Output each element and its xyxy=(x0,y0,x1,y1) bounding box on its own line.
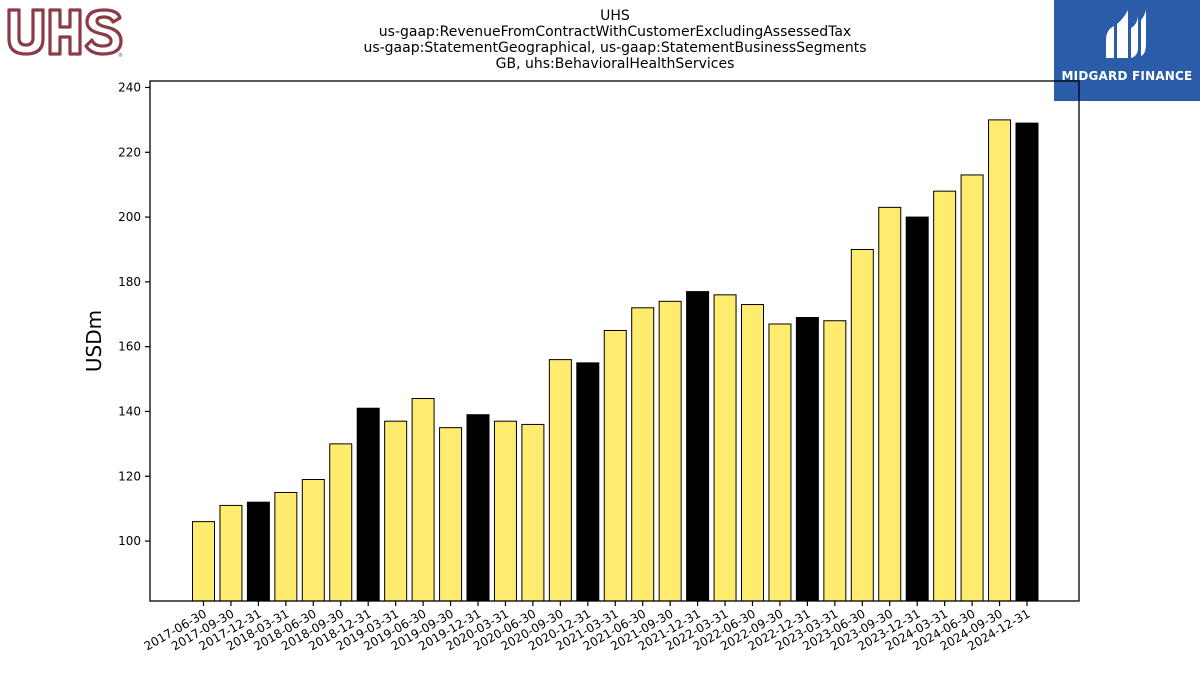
bar-2019-12-31 xyxy=(466,414,490,602)
chart-title-line: GB, uhs:BehavioralHealthServices xyxy=(496,56,735,72)
bar-2017-06-30 xyxy=(192,521,215,602)
bar-2022-03-31 xyxy=(713,294,737,602)
bar-2017-09-30 xyxy=(219,504,243,602)
y-tick-label: 240 xyxy=(118,80,141,94)
bar-2024-12-31 xyxy=(1015,122,1039,602)
midgard-logo-text: MIDGARD FINANCE xyxy=(1061,69,1193,83)
bar-2023-03-31 xyxy=(823,320,847,602)
x-axis: 2017-06-302017-09-302017-12-312018-03-31… xyxy=(142,601,1033,653)
y-axis-label: USDm xyxy=(82,310,106,372)
chart-title-line: us-gaap:RevenueFromContractWithCustomerE… xyxy=(379,24,851,40)
chart-title-line: UHS xyxy=(600,8,630,24)
bar-2020-09-30 xyxy=(548,359,572,602)
bar-2023-09-30 xyxy=(878,206,902,602)
bar-2019-03-31 xyxy=(384,420,408,602)
y-axis: 100 120 140 160 180 200 220 240 xyxy=(118,80,150,548)
y-tick-label: 120 xyxy=(118,469,141,483)
bar-2022-06-30 xyxy=(741,304,764,602)
y-tick-label: 180 xyxy=(118,275,141,289)
bar-2020-12-31 xyxy=(576,362,600,602)
midgard-emblem-icon xyxy=(1106,8,1146,58)
chart-title: UHSus-gaap:RevenueFromContractWithCustom… xyxy=(363,8,866,72)
bar-2018-03-31 xyxy=(274,491,298,602)
bar-2021-03-31 xyxy=(603,329,627,602)
bar-2019-09-30 xyxy=(439,427,463,602)
uhs-logo: ® xyxy=(7,8,123,58)
bar-2021-06-30 xyxy=(631,307,655,602)
bar-2024-06-30 xyxy=(960,174,984,602)
bar-2018-06-30 xyxy=(301,479,325,602)
bar-2018-12-31 xyxy=(356,407,380,602)
y-tick-label: 100 xyxy=(118,534,141,548)
bar-2024-03-31 xyxy=(933,190,957,602)
bar-2021-12-31 xyxy=(686,291,710,602)
bar-2022-09-30 xyxy=(768,323,792,602)
bar-2023-06-30 xyxy=(850,248,874,602)
bar-2020-06-30 xyxy=(521,423,545,602)
midgard-finance-logo: MIDGARD FINANCE xyxy=(1054,0,1200,101)
bar-2020-03-31 xyxy=(493,420,517,602)
y-tick-label: 220 xyxy=(118,145,141,159)
plot-frame xyxy=(149,80,1080,602)
bars xyxy=(192,119,1039,602)
bar-2021-09-30 xyxy=(658,300,682,602)
bar-2019-06-30 xyxy=(411,398,435,602)
bar-2017-12-31 xyxy=(246,501,270,602)
bar-2022-12-31 xyxy=(795,317,819,602)
svg-text:®: ® xyxy=(118,52,123,58)
bar-2018-09-30 xyxy=(329,443,353,602)
chart-title-line: us-gaap:StatementGeographical, us-gaap:S… xyxy=(363,40,866,56)
y-tick-label: 200 xyxy=(118,210,141,224)
y-tick-label: 140 xyxy=(118,404,141,418)
bar-2024-09-30 xyxy=(988,119,1012,602)
bar-2023-12-31 xyxy=(905,216,929,602)
y-tick-label: 160 xyxy=(118,340,141,354)
